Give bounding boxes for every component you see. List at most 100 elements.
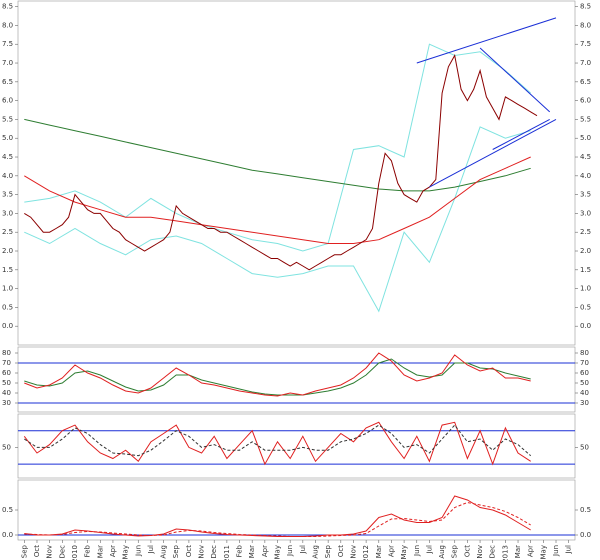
x-tick-label: Oct [33, 545, 41, 557]
y-tick-label: 40 [580, 389, 589, 397]
y-tick-label: 6.5 [2, 78, 13, 86]
series-line [24, 54, 538, 271]
y-tick-label: 5.0 [580, 134, 591, 142]
y-tick-label: 2.5 [580, 228, 591, 236]
y-tick-label: 5.5 [2, 115, 13, 123]
x-tick-label: Aug [438, 545, 446, 559]
y-tick-label: 3.5 [2, 191, 13, 199]
x-tick-label: Feb [236, 544, 244, 557]
series-line [479, 47, 551, 113]
y-tick-label: 0.5 [2, 506, 13, 514]
y-tick-label: 60 [580, 369, 589, 377]
x-tick-label: Mar [248, 545, 256, 558]
y-tick-label: 5.0 [2, 134, 13, 142]
x-tick-label: Jul [565, 545, 573, 555]
panel-frame [17, 346, 576, 413]
x-tick-label: Aug [311, 545, 319, 559]
x-tick-label: May [274, 545, 282, 559]
y-tick-label: 80 [580, 349, 589, 357]
y-tick-label: 0.5 [580, 303, 591, 311]
y-tick-label: 50 [580, 443, 589, 451]
y-tick-label: 4.5 [2, 153, 13, 161]
x-tick-label: Jun [134, 545, 142, 557]
x-tick-label: Nov [46, 545, 54, 559]
y-tick-label: 3.0 [580, 209, 591, 217]
series-line [492, 118, 550, 150]
series-line [24, 126, 531, 313]
y-tick-label: 0.0 [2, 531, 13, 539]
y-tick-label: 4.0 [2, 172, 13, 180]
series-line [24, 424, 532, 457]
y-tick-label: 6.0 [580, 97, 591, 105]
y-tick-label: 8.5 [2, 3, 13, 11]
x-tick-label: Dec [210, 545, 218, 559]
series-line [416, 17, 557, 64]
y-tick-label: 7.5 [580, 40, 591, 48]
y-tick-label: 3.0 [2, 209, 13, 217]
y-tick-label: 1.0 [580, 285, 591, 293]
series-line [429, 118, 557, 188]
x-tick-label: Sep [451, 544, 459, 558]
x-tick-label: May [400, 545, 408, 559]
x-tick-label: 2013 [501, 545, 509, 560]
x-tick-label: Jun [552, 545, 560, 557]
y-tick-label: 6.0 [2, 97, 13, 105]
y-tick-label: 2.5 [2, 228, 13, 236]
y-tick-label: 1.5 [2, 266, 13, 274]
y-tick-label: 30 [2, 399, 11, 407]
series-line [24, 358, 531, 396]
x-tick-label: May [539, 545, 547, 559]
y-tick-label: 0.5 [2, 303, 13, 311]
x-tick-label: May [122, 545, 130, 559]
x-tick-label: Jul [299, 545, 307, 555]
series-line [24, 495, 531, 537]
series-line [24, 501, 531, 537]
y-tick-label: 30 [580, 399, 589, 407]
y-tick-label: 7.0 [580, 59, 591, 67]
x-tick-label: Mar [514, 545, 522, 558]
x-tick-label: Dec [489, 545, 497, 559]
y-tick-label: 8.5 [580, 3, 591, 11]
x-tick-label: Jun [286, 545, 294, 557]
y-tick-label: 0.0 [580, 322, 591, 330]
y-tick-label: 7.5 [2, 40, 13, 48]
y-tick-label: 3.5 [580, 191, 591, 199]
y-tick-label: 8.0 [580, 21, 591, 29]
series-line [24, 352, 531, 397]
y-tick-label: 50 [2, 443, 11, 451]
x-tick-label: Mar [96, 545, 104, 558]
y-tick-label: 2.0 [2, 247, 13, 255]
x-tick-label: Feb [84, 544, 92, 557]
x-tick-label: 2011 [223, 545, 231, 560]
y-tick-label: 0.0 [2, 322, 13, 330]
y-tick-label: 6.5 [580, 78, 591, 86]
y-tick-label: 5.5 [580, 115, 591, 123]
y-tick-label: 4.0 [580, 172, 591, 180]
x-tick-label: Apr [109, 545, 117, 557]
x-tick-label: Apr [261, 545, 269, 557]
y-tick-label: 50 [580, 379, 589, 387]
y-tick-label: 70 [2, 359, 11, 367]
x-tick-label: Sep [324, 544, 332, 558]
y-tick-label: 40 [2, 389, 11, 397]
x-tick-label: Dec [58, 545, 66, 559]
x-tick-label: Nov [349, 545, 357, 559]
y-tick-label: 80 [2, 349, 11, 357]
y-tick-label: 50 [2, 379, 11, 387]
x-tick-label: Oct [337, 545, 345, 557]
series-line [23, 421, 531, 466]
y-tick-label: 1.0 [2, 285, 13, 293]
y-tick-label: 8.0 [2, 21, 13, 29]
y-tick-label: 2.0 [580, 247, 591, 255]
x-tick-label: Jul [425, 545, 433, 555]
x-tick-label: Apr [527, 545, 535, 557]
x-tick-label: Aug [160, 545, 168, 559]
x-tick-label: 2012 [362, 545, 370, 560]
x-tick-label: Jul [147, 545, 155, 555]
y-tick-label: 1.5 [580, 266, 591, 274]
y-tick-label: 70 [580, 359, 589, 367]
y-tick-label: 0.0 [580, 531, 591, 539]
x-tick-label: Nov [476, 545, 484, 559]
